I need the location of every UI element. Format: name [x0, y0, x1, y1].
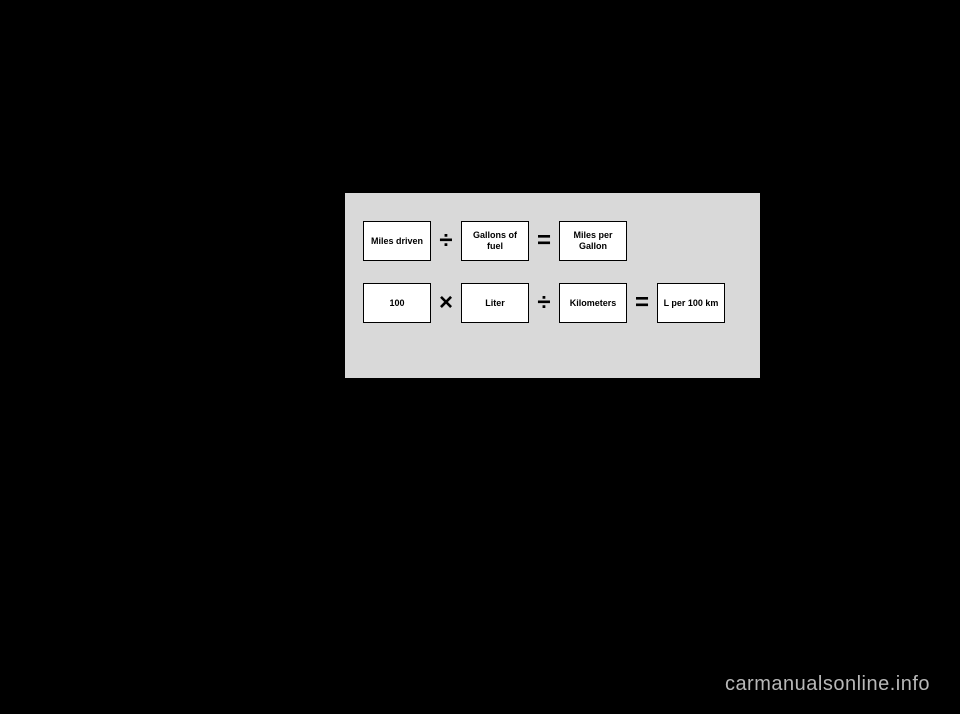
kilometers-box: Kilometers	[559, 283, 627, 323]
mpg-formula-row: Miles driven ÷ Gallons of fuel = Miles p…	[363, 221, 742, 261]
mpg-result-box: Miles per Gallon	[559, 221, 627, 261]
hundred-box: 100	[363, 283, 431, 323]
divide-operator-2: ÷	[529, 289, 559, 317]
gallons-fuel-box: Gallons of fuel	[461, 221, 529, 261]
equals-operator-2: =	[627, 289, 657, 317]
fuel-economy-diagram: Miles driven ÷ Gallons of fuel = Miles p…	[345, 193, 760, 378]
l-per-100km-result-box: L per 100 km	[657, 283, 725, 323]
miles-driven-box: Miles driven	[363, 221, 431, 261]
liter-box: Liter	[461, 283, 529, 323]
l-per-100km-formula-row: 100 × Liter ÷ Kilometers = L per 100 km	[363, 283, 742, 323]
multiply-operator: ×	[431, 289, 461, 317]
equals-operator: =	[529, 227, 559, 255]
watermark-text: carmanualsonline.info	[725, 673, 930, 696]
divide-operator: ÷	[431, 227, 461, 255]
